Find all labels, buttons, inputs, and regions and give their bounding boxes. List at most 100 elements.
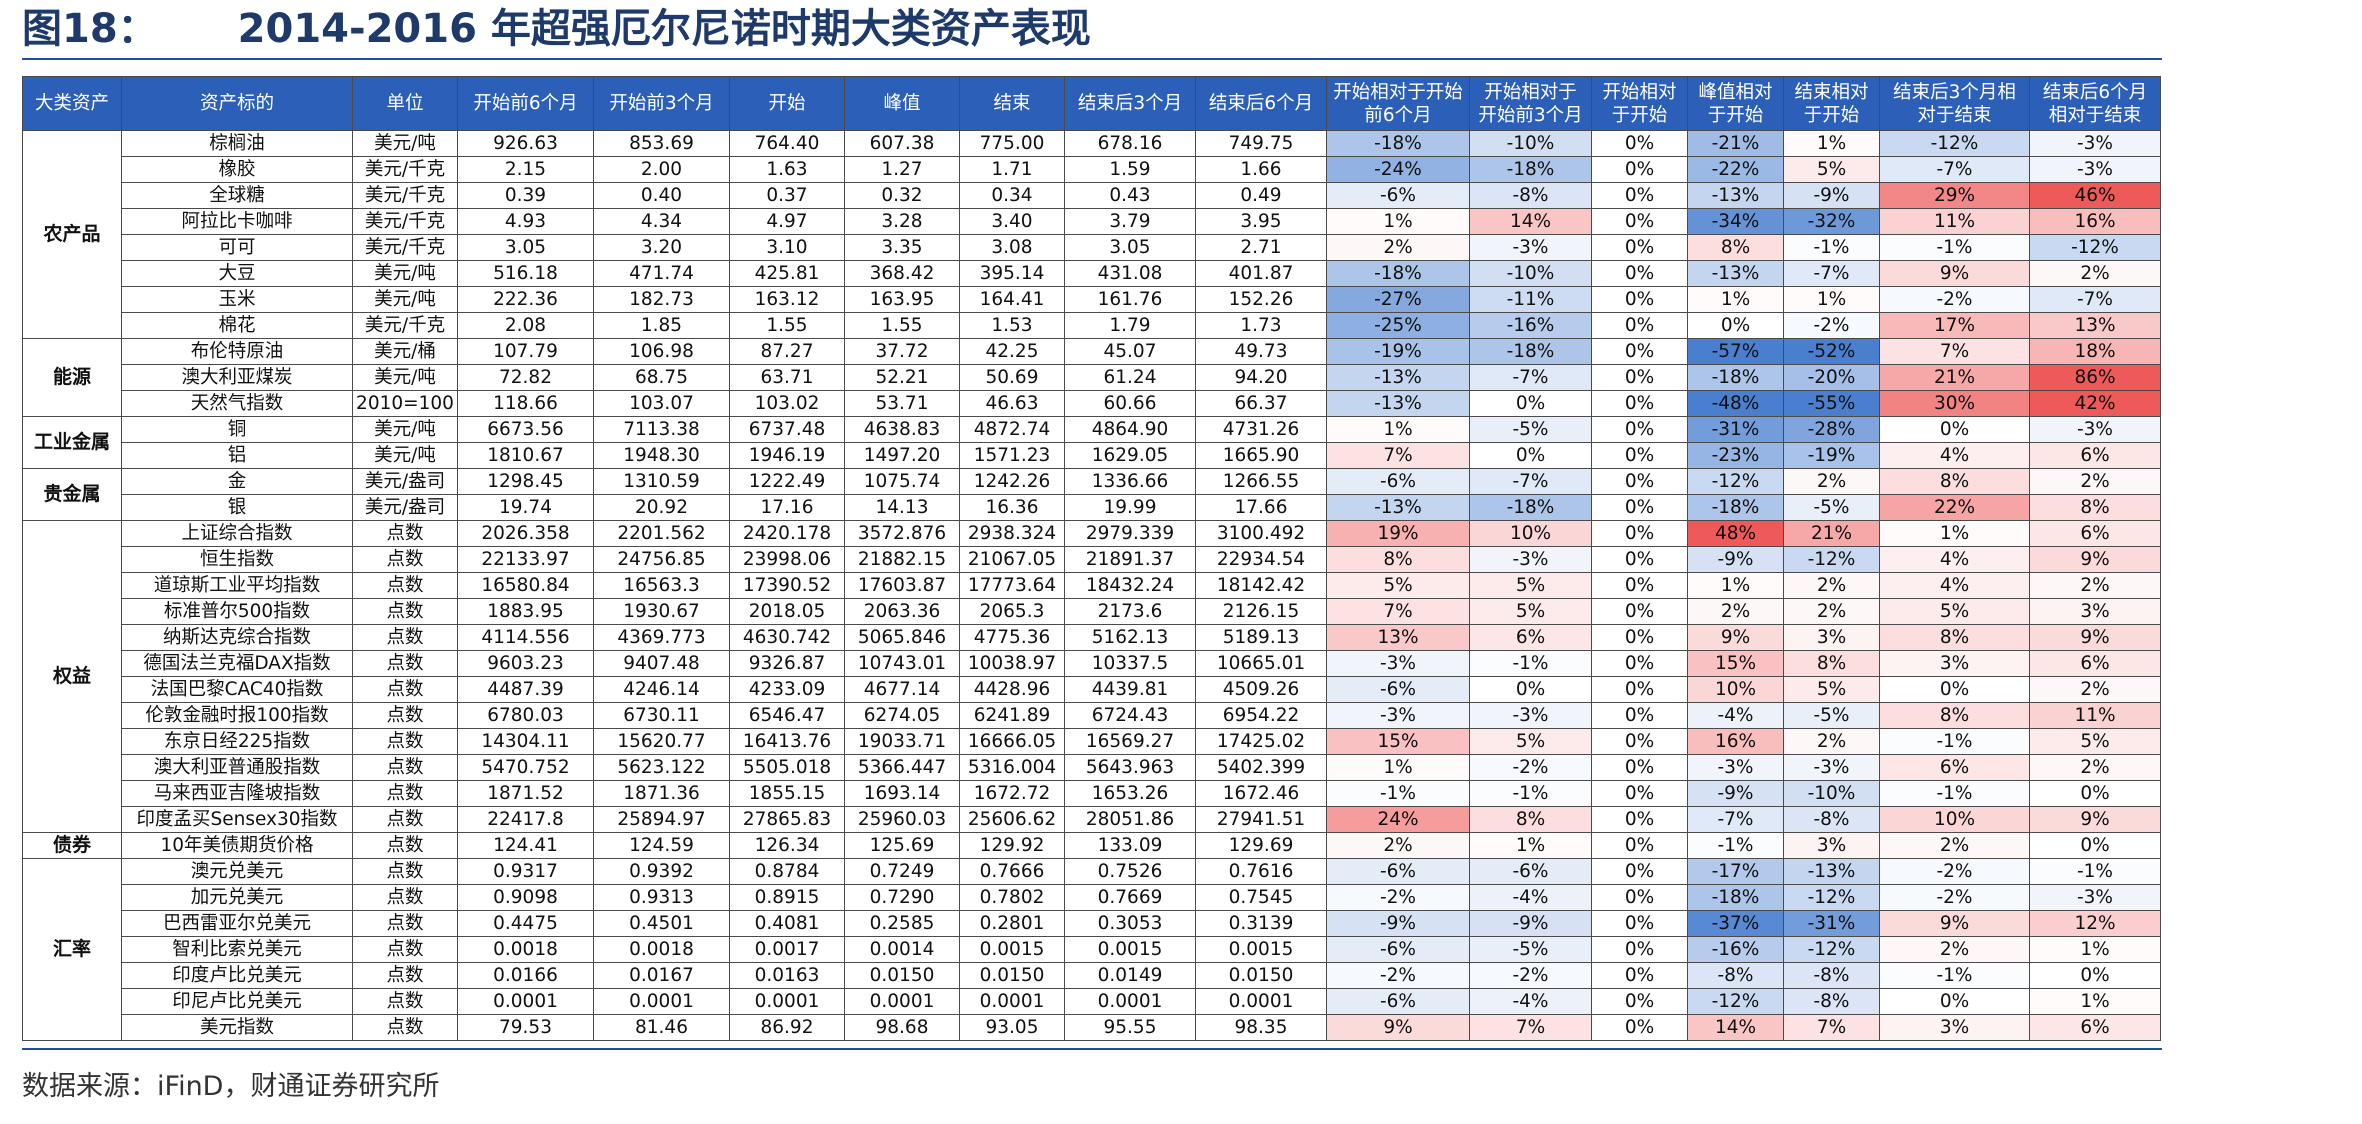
price-cell: 9603.23 bbox=[457, 650, 594, 677]
column-header: 结束后6个月 bbox=[1195, 76, 1327, 131]
change-pct-cell: 0% bbox=[1591, 286, 1688, 313]
change-pct-cell: 2% bbox=[2029, 260, 2161, 287]
change-pct-cell: 21% bbox=[1783, 520, 1880, 547]
change-pct-cell: 9% bbox=[1879, 910, 2030, 937]
price-cell: 4487.39 bbox=[457, 676, 594, 703]
change-pct-cell: 18% bbox=[2029, 338, 2161, 365]
price-cell: 9407.48 bbox=[593, 650, 730, 677]
price-cell: 1.73 bbox=[1195, 312, 1327, 339]
price-cell: 3572.876 bbox=[844, 520, 960, 547]
change-pct-cell: 8% bbox=[2029, 494, 2161, 521]
price-cell: 0.4501 bbox=[593, 910, 730, 937]
change-pct-cell: -24% bbox=[1326, 156, 1470, 183]
price-cell: 4.93 bbox=[457, 208, 594, 235]
change-pct-cell: -8% bbox=[1783, 988, 1880, 1015]
change-pct-cell: 8% bbox=[1469, 806, 1592, 833]
change-pct-cell: 2% bbox=[1879, 936, 2030, 963]
price-cell: 0.0015 bbox=[959, 936, 1065, 963]
change-pct-cell: 7% bbox=[1469, 1014, 1592, 1041]
category-cell: 能源 bbox=[22, 338, 122, 417]
change-pct-cell: 0% bbox=[1591, 598, 1688, 625]
price-cell: 17.66 bbox=[1195, 494, 1327, 521]
change-pct-cell: 1% bbox=[1783, 286, 1880, 313]
price-cell: 6274.05 bbox=[844, 702, 960, 729]
table-row: 全球糖 美元/千克 0.39 0.40 0.37 0.32 0.34 0.43 0.49 -6% -… bbox=[23, 182, 2161, 209]
change-pct-cell: -18% bbox=[1469, 494, 1592, 521]
price-cell: 27941.51 bbox=[1195, 806, 1327, 833]
change-pct-cell: -2% bbox=[1469, 754, 1592, 781]
price-cell: 1310.59 bbox=[593, 468, 730, 495]
change-pct-cell: -3% bbox=[1469, 546, 1592, 573]
price-cell: 4509.26 bbox=[1195, 676, 1327, 703]
change-pct-cell: 0% bbox=[1591, 728, 1688, 755]
price-cell: 25960.03 bbox=[844, 806, 960, 833]
asset-name-cell: 加元兑美元 bbox=[121, 884, 353, 911]
change-pct-cell: 10% bbox=[1469, 520, 1592, 547]
table-row: 铝美元/吨 1810.67 1948.30 1946.19 1497.20 1571.23… bbox=[23, 442, 2161, 469]
change-pct-cell: 6% bbox=[2029, 520, 2161, 547]
change-pct-cell: -4% bbox=[1469, 884, 1592, 911]
change-pct-cell: 30% bbox=[1879, 390, 2030, 417]
price-cell: 0.0163 bbox=[729, 962, 845, 989]
asset-name-cell: 印度卢比兑美元 bbox=[121, 962, 353, 989]
price-cell: 3.10 bbox=[729, 234, 845, 261]
price-cell: 5065.846 bbox=[844, 624, 960, 651]
price-cell: 1871.52 bbox=[457, 780, 594, 807]
change-pct-cell: 0% bbox=[1591, 338, 1688, 365]
change-pct-cell: 8% bbox=[1879, 468, 2030, 495]
price-cell: 17773.64 bbox=[959, 572, 1065, 599]
column-header: 开始前6个月 bbox=[457, 76, 594, 131]
price-cell: 0.8915 bbox=[729, 884, 845, 911]
asset-name-cell: 巴西雷亚尔兑美元 bbox=[121, 910, 353, 937]
change-pct-cell: -12% bbox=[1783, 546, 1880, 573]
change-pct-cell: -12% bbox=[1879, 130, 2030, 157]
asset-performance-table: 大类资产 资产标的 单位 开始前6个月 开始前3个月 开始 峰值 结束 结束后3个月 结束后6个月… bbox=[22, 76, 2161, 1041]
price-cell: 1.79 bbox=[1064, 312, 1196, 339]
price-cell: 749.75 bbox=[1195, 130, 1327, 157]
price-cell: 0.7802 bbox=[959, 884, 1065, 911]
change-pct-cell: 0% bbox=[1591, 442, 1688, 469]
change-pct-cell: 2% bbox=[2029, 754, 2161, 781]
change-pct-cell: -57% bbox=[1687, 338, 1784, 365]
table-row: 能源 布伦特原油 美元/桶 107.79 106.98 87.27 37.72 42.25 45… bbox=[22, 338, 2161, 417]
change-pct-cell: 0% bbox=[1591, 520, 1688, 547]
change-pct-cell: -3% bbox=[2029, 416, 2161, 443]
change-pct-cell: -21% bbox=[1687, 130, 1784, 157]
price-cell: 4630.742 bbox=[729, 624, 845, 651]
price-cell: 106.98 bbox=[593, 338, 730, 365]
price-cell: 2979.339 bbox=[1064, 520, 1196, 547]
unit-cell: 点数 bbox=[352, 624, 458, 651]
price-cell: 4246.14 bbox=[593, 676, 730, 703]
change-pct-cell: -19% bbox=[1326, 338, 1470, 365]
change-pct-cell: 10% bbox=[1879, 806, 2030, 833]
price-cell: 1.27 bbox=[844, 156, 960, 183]
change-pct-cell: 0% bbox=[1687, 312, 1784, 339]
price-cell: 1.59 bbox=[1064, 156, 1196, 183]
change-pct-cell: -12% bbox=[1783, 936, 1880, 963]
column-header: 开始前3个月 bbox=[593, 76, 730, 131]
column-header: 结束后3个月相对于结束 bbox=[1879, 76, 2030, 131]
change-pct-cell: -2% bbox=[1879, 884, 2030, 911]
price-cell: 3.05 bbox=[1064, 234, 1196, 261]
price-cell: 395.14 bbox=[959, 260, 1065, 287]
unit-cell: 美元/千克 bbox=[352, 234, 458, 261]
price-cell: 6241.89 bbox=[959, 702, 1065, 729]
table-row: 可可 美元/千克 3.05 3.20 3.10 3.35 3.08 3.05 2.71 2% -3%… bbox=[23, 234, 2161, 261]
change-pct-cell: 3% bbox=[1879, 1014, 2030, 1041]
change-pct-cell: 42% bbox=[2029, 390, 2161, 417]
price-cell: 0.0001 bbox=[959, 988, 1065, 1015]
unit-cell: 美元/盎司 bbox=[352, 494, 458, 521]
change-pct-cell: 8% bbox=[1783, 650, 1880, 677]
price-cell: 72.82 bbox=[457, 364, 594, 391]
price-cell: 0.7545 bbox=[1195, 884, 1327, 911]
change-pct-cell: -2% bbox=[1326, 884, 1470, 911]
price-cell: 16569.27 bbox=[1064, 728, 1196, 755]
change-pct-cell: 4% bbox=[1879, 442, 2030, 469]
change-pct-cell: -18% bbox=[1326, 260, 1470, 287]
unit-cell: 点数 bbox=[352, 806, 458, 833]
price-cell: 124.41 bbox=[457, 832, 594, 859]
change-pct-cell: 0% bbox=[1591, 910, 1688, 937]
change-pct-cell: -1% bbox=[1879, 962, 2030, 989]
price-cell: 0.7616 bbox=[1195, 858, 1327, 885]
asset-name-cell: 10年美债期货价格 bbox=[121, 832, 353, 859]
